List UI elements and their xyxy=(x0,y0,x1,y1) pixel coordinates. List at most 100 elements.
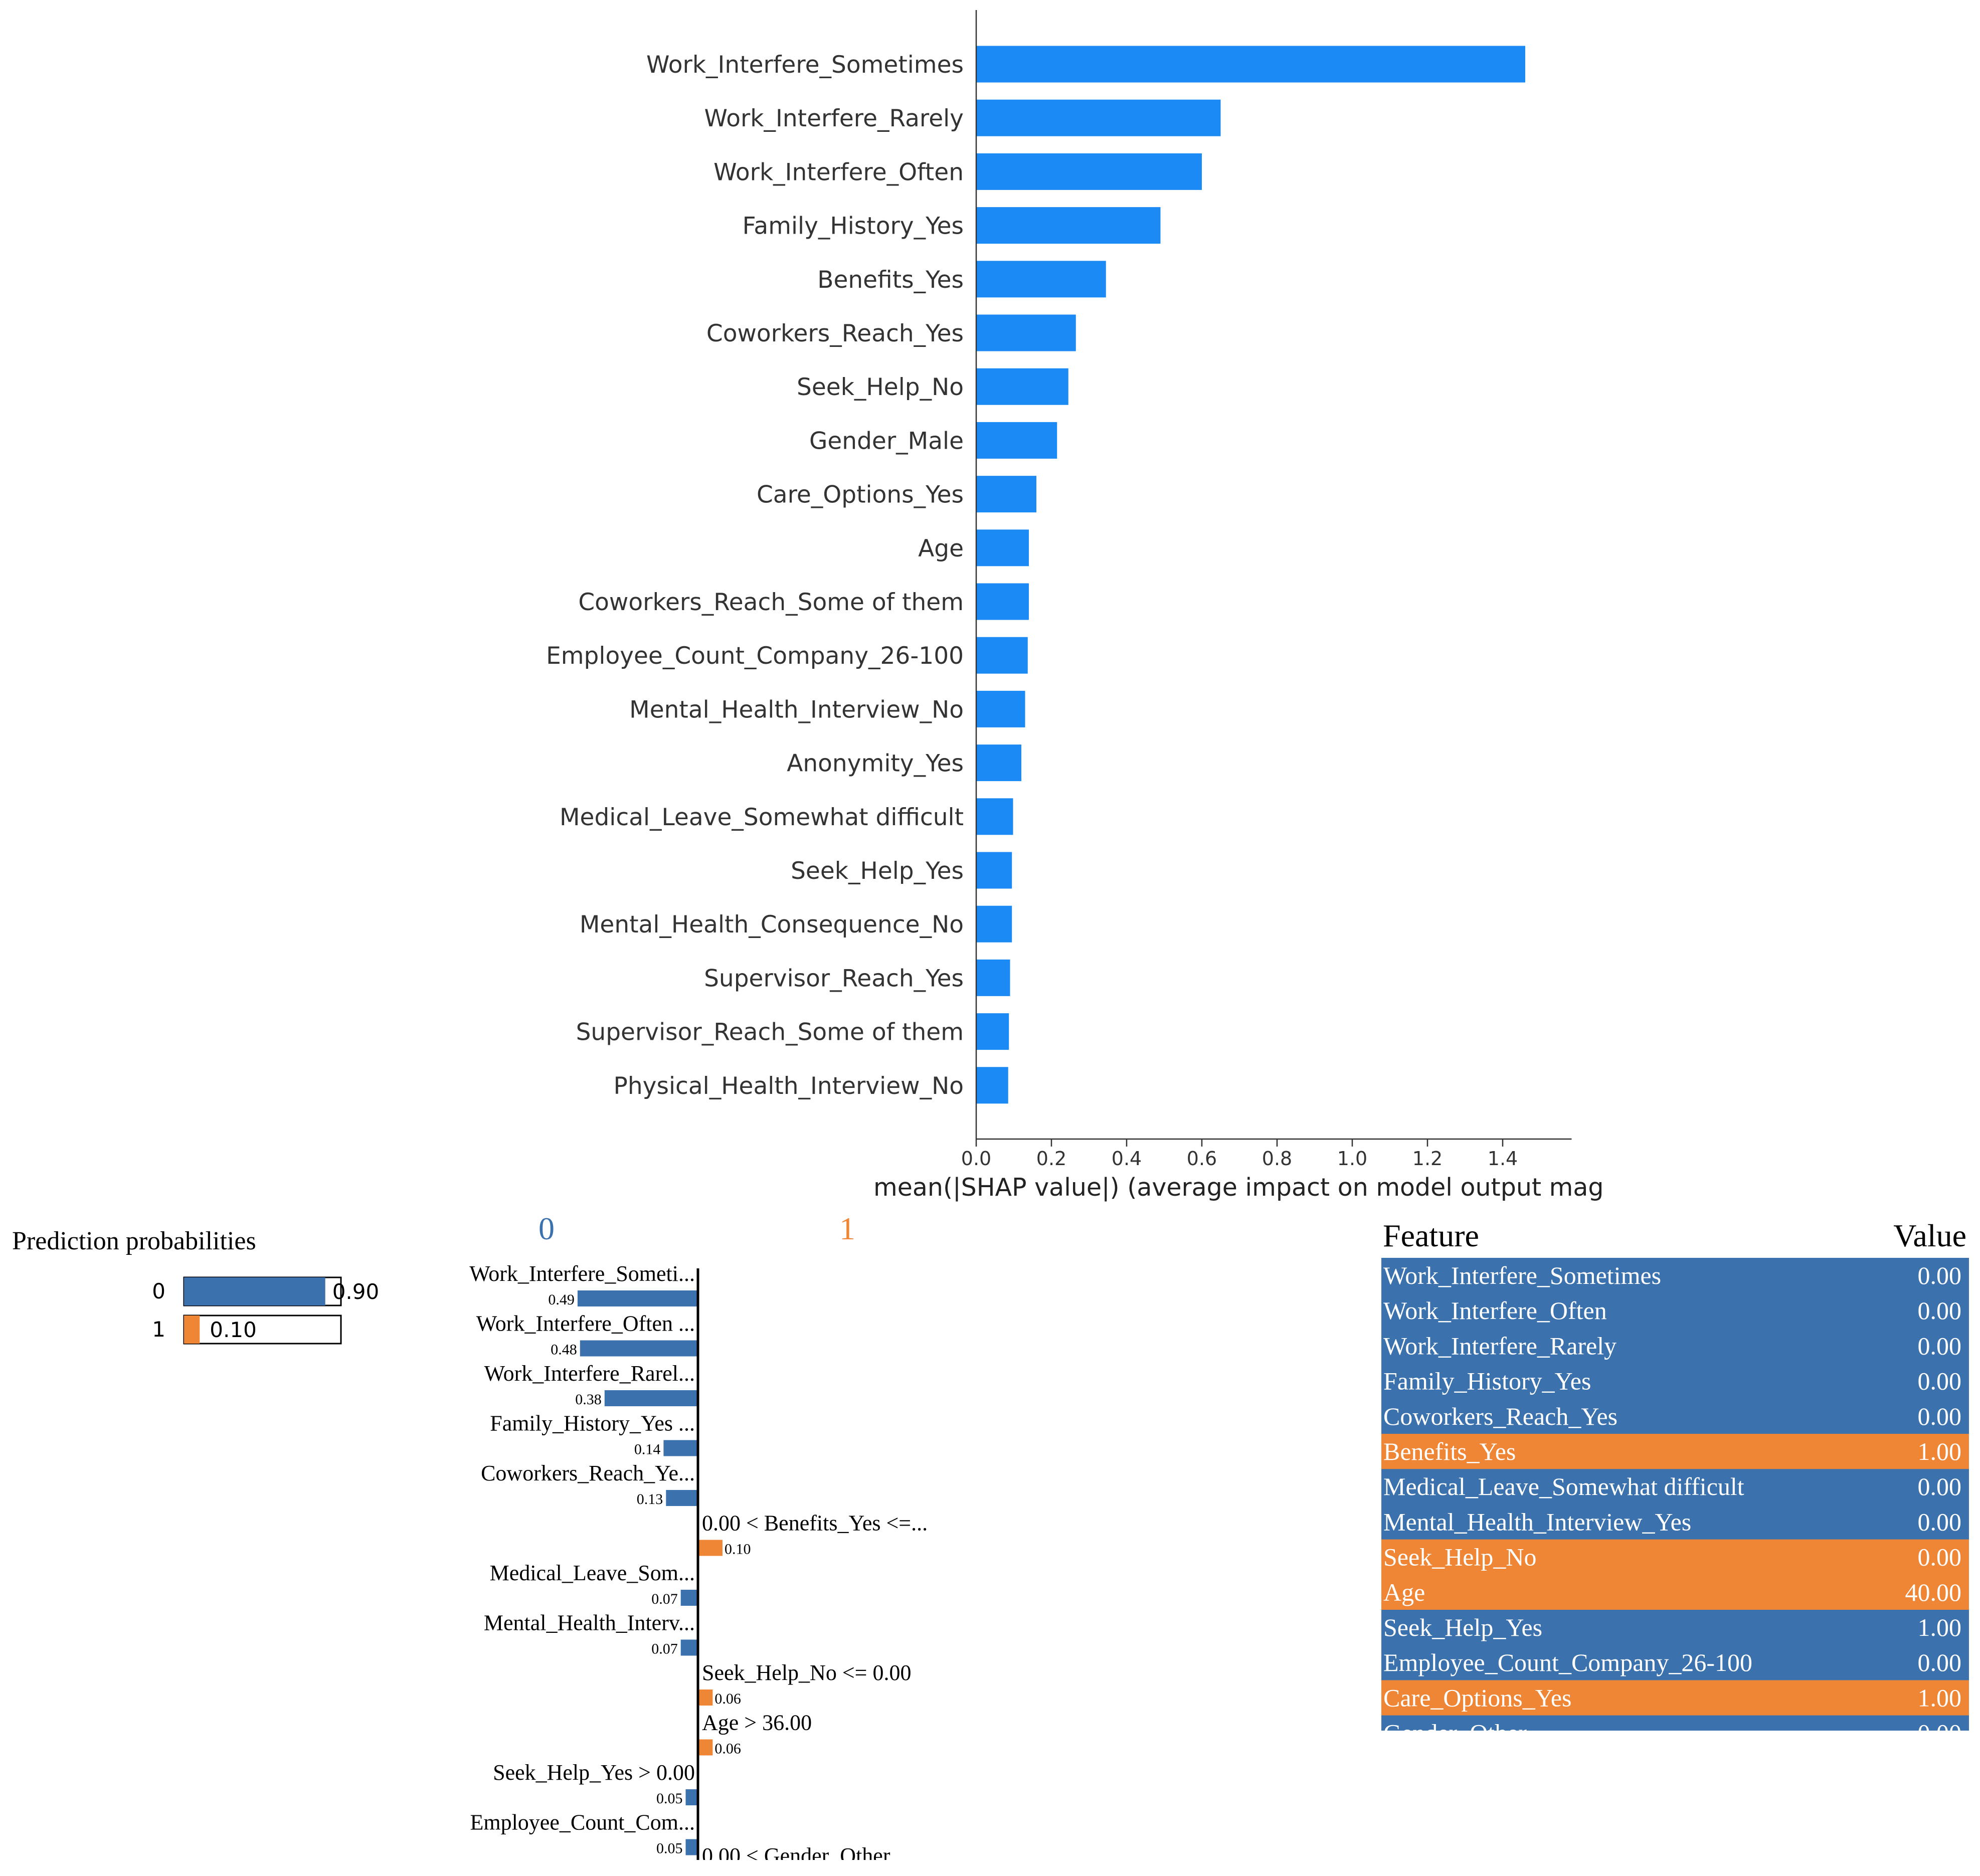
table-feature-cell: Seek_Help_No xyxy=(1383,1543,1537,1571)
shap-category-label: Coworkers_Reach_Some of them xyxy=(578,589,964,616)
shap-bar xyxy=(976,261,1106,298)
table-value-cell: 0.00 xyxy=(1918,1719,1962,1747)
shap-category-label: Physical_Health_Interview_No xyxy=(614,1072,964,1100)
table-row xyxy=(1381,1680,1969,1716)
lime-bar xyxy=(698,1540,723,1556)
lime-feature-label: Work_Interfere_Someti... xyxy=(469,1261,695,1286)
shap-bar xyxy=(976,637,1028,674)
probability-value-label: 0.90 xyxy=(332,1279,380,1304)
shap-bar xyxy=(976,368,1068,405)
shap-summary-chart: Work_Interfere_Sometimes Work_Interfere_R… xyxy=(546,10,1604,1202)
table-feature-cell: Medical_Leave_Somewhat difficult xyxy=(1383,1472,1744,1500)
table-row xyxy=(1381,1574,1969,1610)
table-value-cell: 1.00 xyxy=(1918,1683,1962,1712)
lime-bar xyxy=(698,1690,713,1706)
shap-category-label: Employee_Count_Company_26-100 xyxy=(546,642,964,670)
shap-category-label: Mental_Health_Interview_No xyxy=(629,696,964,723)
shap-category-label: Anonymity_Yes xyxy=(787,750,964,778)
shap-category-label: Care_Options_Yes xyxy=(757,481,964,509)
table-feature-cell: Work_Interfere_Rarely xyxy=(1383,1332,1616,1360)
shap-bar xyxy=(976,852,1012,889)
shap-bar xyxy=(976,959,1010,996)
lime-bar xyxy=(698,1739,713,1756)
table-feature-cell: Work_Interfere_Often xyxy=(1383,1296,1607,1325)
table-row xyxy=(1381,1539,1969,1575)
shap-x-tick-label: 0.0 xyxy=(961,1148,991,1170)
shap-category-label: Supervisor_Reach_Yes xyxy=(704,965,964,992)
probability-class-label: 1 xyxy=(152,1317,165,1342)
table-row xyxy=(1381,1645,1969,1680)
lime-explanation-chart: 0 1 Work_Interfere_Someti... 0.49 Work_Inter… xyxy=(469,1211,928,1860)
shap-category-label: Age xyxy=(918,535,964,562)
lime-feature-label: Family_History_Yes ... xyxy=(490,1411,695,1436)
table-value-cell: 0.00 xyxy=(1918,1261,1962,1289)
shap-bar xyxy=(976,905,1012,943)
table-feature-cell: Seek_Help_Yes xyxy=(1383,1613,1542,1641)
table-value-cell: 1.00 xyxy=(1918,1437,1962,1465)
shap-category-label: Gender_Male xyxy=(809,427,964,455)
table-row xyxy=(1381,1504,1969,1540)
lime-bar xyxy=(577,1290,698,1306)
lime-feature-label: Age > 36.00 xyxy=(702,1711,812,1735)
probability-bar xyxy=(184,1316,200,1344)
table-feature-cell: Employee_Count_Company_26-100 xyxy=(1383,1648,1752,1676)
lime-value-label: 0.06 xyxy=(714,1741,741,1757)
table-feature-cell: Mental_Health_Interview_Yes xyxy=(1383,1508,1691,1536)
table-row xyxy=(1381,1469,1969,1505)
table-value-cell: 0.00 xyxy=(1918,1472,1962,1500)
table-feature-cell: Family_History_Yes xyxy=(1383,1367,1591,1395)
table-value-cell: 1.00 xyxy=(1918,1613,1962,1641)
lime-value-label: 0.14 xyxy=(634,1441,661,1458)
probability-bar xyxy=(184,1277,325,1305)
shap-bar xyxy=(976,99,1221,136)
lime-bar xyxy=(680,1590,698,1606)
shap-bar xyxy=(976,476,1036,513)
table-value-cell: 0.00 xyxy=(1918,1296,1962,1325)
lime-feature-label: Seek_Help_Yes > 0.00 xyxy=(493,1760,695,1785)
shap-bar xyxy=(976,1067,1008,1104)
lime-feature-label: Mental_Health_Interv... xyxy=(484,1611,695,1635)
table-header-feature: Feature xyxy=(1383,1218,1479,1253)
table-feature-cell: Age xyxy=(1383,1578,1425,1606)
shap-bar xyxy=(976,798,1013,835)
lime-value-label: 0.13 xyxy=(637,1491,663,1508)
lime-value-label: 0.07 xyxy=(651,1591,678,1607)
lime-bar xyxy=(666,1490,698,1506)
shap-bar xyxy=(976,1013,1009,1050)
shap-x-tick-label: 0.4 xyxy=(1112,1148,1142,1170)
shap-bar xyxy=(976,314,1076,351)
lime-bar xyxy=(580,1340,698,1357)
shap-bar xyxy=(976,529,1029,567)
shap-bar xyxy=(976,46,1525,83)
shap-bar xyxy=(976,690,1025,727)
prediction-probabilities-chart: Prediction probabilities 0 0.90 1 0.10 xyxy=(12,1227,380,1345)
lime-bar xyxy=(685,1839,698,1855)
lime-value-label: 0.48 xyxy=(551,1342,577,1358)
shap-bar xyxy=(976,207,1161,244)
lime-value-label: 0.10 xyxy=(725,1541,751,1558)
shap-x-tick-label: 0.2 xyxy=(1036,1148,1066,1170)
shap-bar xyxy=(976,744,1021,782)
lime-value-label: 0.05 xyxy=(656,1790,683,1807)
table-value-cell: 0.00 xyxy=(1918,1648,1962,1676)
shap-category-label: Medical_Leave_Somewhat difficult xyxy=(560,804,964,831)
lime-value-label: 0.07 xyxy=(651,1641,678,1657)
lime-bar xyxy=(663,1440,698,1456)
probability-class-label: 0 xyxy=(152,1279,165,1303)
lime-value-label: 0.49 xyxy=(548,1291,575,1308)
table-feature-cell: Coworkers_Reach_Yes xyxy=(1383,1402,1617,1430)
lime-feature-label: Seek_Help_No <= 0.00 xyxy=(702,1660,911,1685)
lime-feature-label: 0.00 < Benefits_Yes <=... xyxy=(702,1511,928,1536)
table-feature-cell: Benefits_Yes xyxy=(1383,1437,1516,1465)
table-row xyxy=(1381,1715,1969,1731)
table-value-cell: 0.00 xyxy=(1918,1367,1962,1395)
table-value-cell: 0.00 xyxy=(1918,1508,1962,1536)
lime-value-label: 0.06 xyxy=(714,1691,741,1707)
shap-x-tick-label: 1.0 xyxy=(1337,1148,1367,1170)
table-row xyxy=(1381,1434,1969,1469)
table-body: Work_Interfere_Sometimes 0.00 Work_Interfe… xyxy=(1381,1258,1969,1747)
shap-category-label: Benefits_Yes xyxy=(817,266,964,294)
lime-value-label: 0.38 xyxy=(575,1391,602,1408)
lime-feature-label: Work_Interfere_Often ... xyxy=(476,1311,695,1336)
